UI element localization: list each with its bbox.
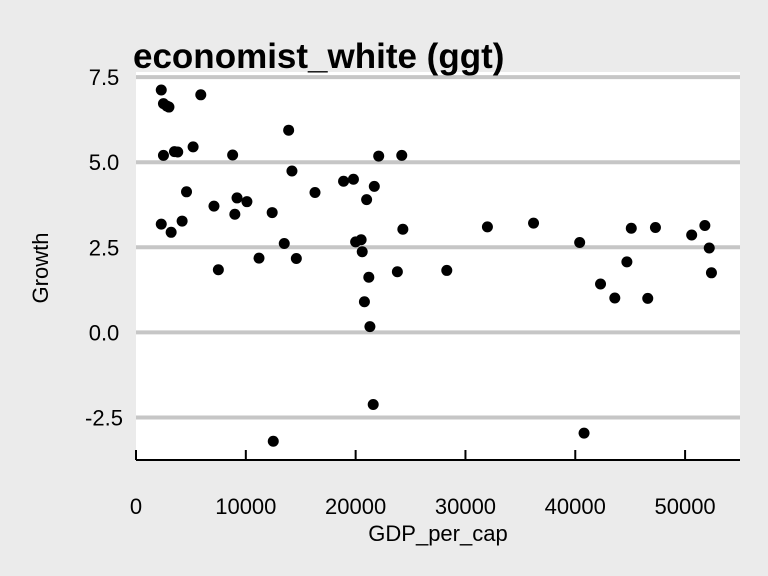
plot-panel (136, 72, 740, 460)
data-point (309, 186, 321, 198)
data-point (338, 175, 350, 187)
data-point (595, 278, 607, 290)
data-point (355, 234, 367, 246)
data-point (231, 192, 243, 204)
y-tick-label: 5.0 (89, 150, 120, 175)
data-point (699, 219, 711, 231)
data-point (481, 221, 493, 233)
data-point (578, 427, 590, 439)
data-point (155, 218, 167, 230)
data-point (705, 267, 717, 279)
data-point (165, 226, 177, 238)
x-tick-label: 20000 (325, 494, 386, 519)
x-tick-label: 30000 (435, 494, 496, 519)
tick-labels: -2.5 0.0 2.5 5.0 7.5 0 10000 20000 30000 40000 500… (85, 65, 716, 519)
x-tick-label: 0 (130, 494, 142, 519)
data-point (361, 194, 373, 206)
data-point (290, 253, 302, 265)
data-point (172, 146, 184, 158)
data-point (625, 222, 637, 234)
grid-lines (136, 75, 740, 420)
data-point (441, 264, 453, 276)
data-point (267, 435, 279, 447)
data-point (358, 296, 370, 308)
x-tick-label: 50000 (654, 494, 715, 519)
data-point (163, 101, 175, 113)
y-tick-label: 2.5 (89, 235, 120, 260)
chart-title: economist_white (ggt) (133, 37, 504, 76)
data-point (367, 399, 379, 411)
data-point (229, 208, 241, 220)
data-point (397, 223, 409, 235)
data-point (195, 89, 207, 101)
data-point (212, 264, 224, 276)
data-point (528, 217, 540, 229)
data-point (347, 173, 359, 185)
data-point (396, 149, 408, 161)
y-tick-label: 7.5 (89, 65, 120, 90)
data-point (266, 207, 278, 219)
data-point (703, 242, 715, 254)
data-point (621, 256, 633, 268)
y-axis-label: Growth (28, 233, 53, 304)
y-tick-label: -2.5 (85, 405, 123, 430)
data-point (363, 271, 375, 283)
data-point (364, 321, 376, 333)
data-point (356, 246, 368, 258)
data-point (176, 215, 188, 227)
data-point (227, 149, 239, 161)
data-point (686, 229, 698, 241)
x-axis-label: GDP_per_cap (368, 521, 507, 546)
x-tick-label: 10000 (215, 494, 276, 519)
data-point (391, 266, 403, 278)
data-points (155, 84, 717, 447)
data-point (283, 124, 295, 136)
data-point (609, 292, 621, 304)
data-point (241, 196, 253, 208)
data-point (157, 149, 169, 161)
data-point (181, 186, 193, 198)
y-tick-label: 0.0 (89, 320, 120, 345)
data-point (208, 200, 220, 212)
data-point (253, 252, 265, 264)
data-point (155, 84, 167, 96)
x-tick-label: 40000 (545, 494, 606, 519)
data-point (642, 292, 654, 304)
data-point (278, 238, 290, 250)
data-point (187, 141, 199, 153)
data-point (286, 165, 298, 177)
x-axis (135, 450, 740, 461)
data-point (368, 180, 380, 192)
data-point (373, 150, 385, 162)
data-point (574, 237, 586, 249)
data-point (649, 222, 661, 234)
